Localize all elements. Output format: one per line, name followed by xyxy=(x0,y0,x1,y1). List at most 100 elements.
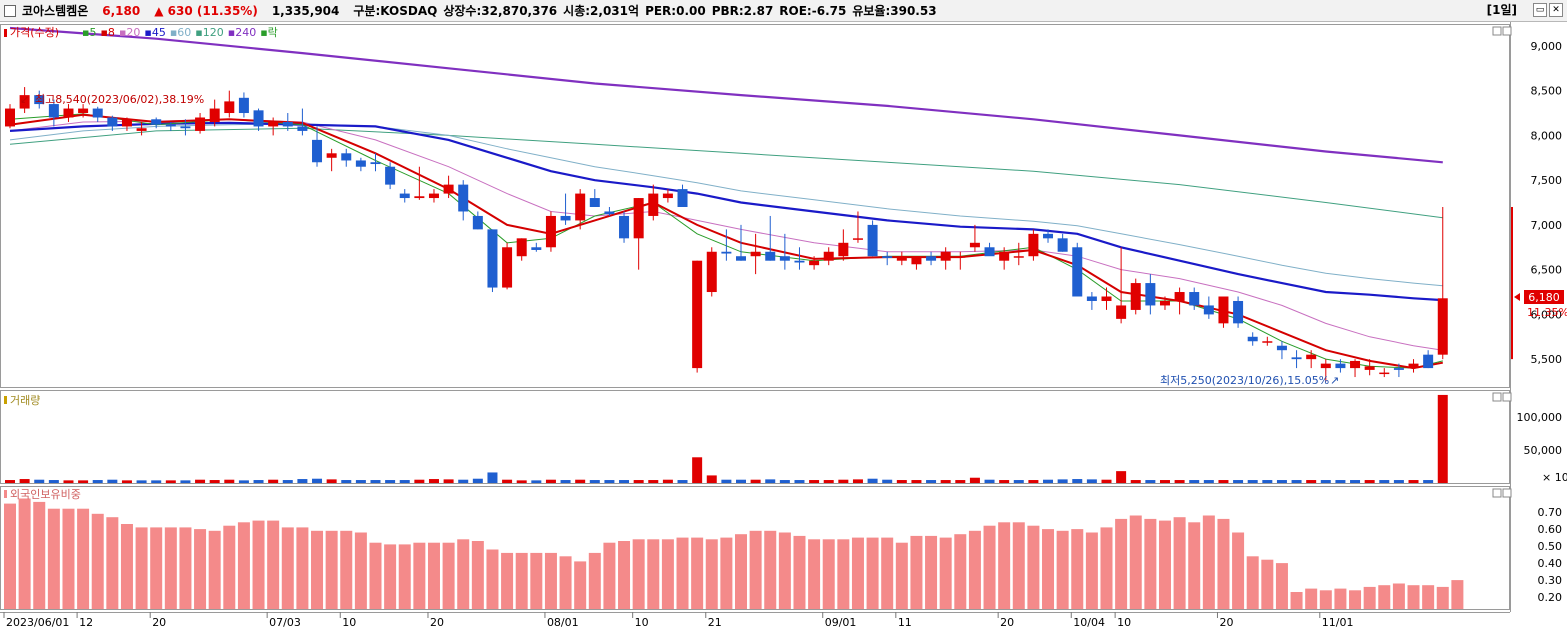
candle-body[interactable] xyxy=(195,117,206,131)
volume-bar[interactable] xyxy=(838,479,849,483)
candle-body[interactable] xyxy=(34,95,45,105)
volume-bar[interactable] xyxy=(545,479,556,483)
candle-body[interactable] xyxy=(399,193,410,199)
volume-bar[interactable] xyxy=(575,479,586,483)
candle-body[interactable] xyxy=(355,160,366,167)
select-checkbox[interactable] xyxy=(4,4,16,17)
candle-body[interactable] xyxy=(1350,360,1361,369)
volume-bar[interactable] xyxy=(1086,479,1097,483)
candle-body[interactable] xyxy=(472,215,483,230)
candle-body[interactable] xyxy=(955,256,966,258)
candle-body[interactable] xyxy=(560,215,571,221)
volume-bar[interactable] xyxy=(1423,480,1434,483)
volume-bar[interactable] xyxy=(926,480,937,483)
volume-bar[interactable] xyxy=(180,480,191,483)
volume-bar[interactable] xyxy=(867,478,878,483)
volume-bar[interactable] xyxy=(165,480,176,483)
candle-body[interactable] xyxy=(838,242,849,257)
volume-bar[interactable] xyxy=(48,480,59,483)
foreign-ratio-bar[interactable] xyxy=(968,530,981,609)
foreign-ratio-bar[interactable] xyxy=(632,539,645,609)
foreign-ratio-bar[interactable] xyxy=(925,535,938,609)
foreign-ratio-bar[interactable] xyxy=(413,542,426,609)
stock-name[interactable]: 코아스템켐온 xyxy=(22,4,89,18)
volume-bar[interactable] xyxy=(19,479,30,483)
foreign-ratio-bar[interactable] xyxy=(661,539,674,609)
volume-bar[interactable] xyxy=(5,480,15,483)
foreign-ratio-bar[interactable] xyxy=(237,522,250,609)
candle-body[interactable] xyxy=(706,251,717,293)
foreign-ratio-bar[interactable] xyxy=(486,549,499,610)
candle-body[interactable] xyxy=(487,229,498,288)
candle-body[interactable] xyxy=(1408,363,1419,369)
volume-bar[interactable] xyxy=(1262,480,1273,483)
candle-body[interactable] xyxy=(121,119,132,127)
legend-item-4[interactable]: ▪60 xyxy=(170,26,191,39)
volume-bar[interactable] xyxy=(1072,479,1083,483)
volume-bar[interactable] xyxy=(852,479,863,483)
foreign-ratio-bar[interactable] xyxy=(574,561,587,609)
volume-bar[interactable] xyxy=(999,480,1010,483)
candle-body[interactable] xyxy=(721,251,732,254)
foreign-ratio-bar[interactable] xyxy=(1319,590,1332,609)
volume-bar[interactable] xyxy=(341,480,352,483)
candle-body[interactable] xyxy=(545,215,556,248)
candle-body[interactable] xyxy=(1247,336,1258,342)
volume-bar[interactable] xyxy=(136,480,147,483)
foreign-ratio-bar[interactable] xyxy=(998,522,1011,609)
candle-body[interactable] xyxy=(428,193,439,199)
foreign-ratio-bar[interactable] xyxy=(194,529,207,609)
volume-bar[interactable] xyxy=(1335,480,1346,483)
candle-body[interactable] xyxy=(1116,305,1127,319)
volume-bar[interactable] xyxy=(1101,479,1112,483)
candle-body[interactable] xyxy=(385,166,396,185)
foreign-ratio-bar[interactable] xyxy=(866,537,879,609)
volume-bar[interactable] xyxy=(34,479,45,483)
foreign-ratio-bar[interactable] xyxy=(47,508,60,609)
volume-bar[interactable] xyxy=(414,479,425,483)
foreign-ratio-bar[interactable] xyxy=(1158,520,1171,609)
candle-body[interactable] xyxy=(458,184,469,212)
foreign-ratio-bar[interactable] xyxy=(91,513,104,609)
foreign-ratio-bar[interactable] xyxy=(1232,532,1245,610)
volume-bar[interactable] xyxy=(633,480,644,483)
foreign-ratio-bar[interactable] xyxy=(179,527,192,609)
volume-bar[interactable] xyxy=(940,480,951,483)
foreign-ratio-bar[interactable] xyxy=(1305,588,1318,609)
foreign-ratio-bar[interactable] xyxy=(881,537,894,609)
volume-bar[interactable] xyxy=(312,478,323,483)
candle-body[interactable] xyxy=(736,256,746,261)
foreign-ratio-bar[interactable] xyxy=(705,539,718,609)
candle-body[interactable] xyxy=(1159,300,1170,306)
legend-ma-items[interactable]: ▪5 ▪8 ▪20 ▪45 ▪60 ▪120 ▪240 ▪락 xyxy=(82,26,278,39)
foreign-ratio-bar[interactable] xyxy=(340,530,353,609)
volume-bar[interactable] xyxy=(502,479,513,483)
foreign-ratio-bar[interactable] xyxy=(354,532,367,610)
candle-body[interactable] xyxy=(1364,366,1375,370)
foreign-ratio-bar[interactable] xyxy=(369,542,382,609)
candle-body[interactable] xyxy=(662,193,673,199)
foreign-ratio-bar[interactable] xyxy=(501,552,514,609)
candle-body[interactable] xyxy=(1393,368,1404,370)
candle-body[interactable] xyxy=(48,104,59,118)
foreign-ratio-bar[interactable] xyxy=(296,527,309,609)
foreign-ratio-bar[interactable] xyxy=(1275,563,1288,609)
foreign-ratio-bar[interactable] xyxy=(618,541,631,609)
foreign-ratio-bar[interactable] xyxy=(77,508,90,609)
foreign-ratio-bar[interactable] xyxy=(983,525,996,609)
volume-bar[interactable] xyxy=(955,480,966,483)
candle-body[interactable] xyxy=(224,101,235,114)
volume-bar[interactable] xyxy=(399,480,410,483)
volume-bar[interactable] xyxy=(355,480,366,483)
volume-bar[interactable] xyxy=(516,480,527,483)
candle-body[interactable] xyxy=(1013,256,1024,258)
candle-body[interactable] xyxy=(151,119,162,125)
foreign-ratio-bar[interactable] xyxy=(442,542,455,609)
candle-body[interactable] xyxy=(1203,305,1214,315)
legend-item-7[interactable]: ▪락 xyxy=(260,26,278,39)
candle-body[interactable] xyxy=(1423,354,1434,369)
candle-body[interactable] xyxy=(1291,357,1302,360)
panel-close-button[interactable] xyxy=(1502,26,1512,36)
foreign-ratio-bar[interactable] xyxy=(1290,592,1303,609)
foreign-ratio-bar[interactable] xyxy=(398,544,411,609)
